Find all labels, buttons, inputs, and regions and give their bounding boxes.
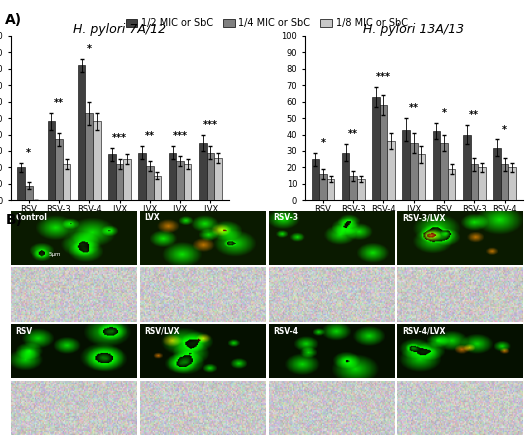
Bar (184, 164, 192, 200)
Text: ***: *** (173, 131, 187, 141)
Text: ***: *** (112, 133, 127, 143)
Bar (146, 166, 154, 200)
Bar (78, 65, 86, 200)
Text: *: * (502, 124, 507, 135)
Text: ***: *** (203, 119, 218, 130)
Bar (470, 164, 478, 200)
Text: RSV-3/LVX: RSV-3/LVX (402, 214, 446, 222)
Bar (327, 179, 334, 200)
Text: **: ** (54, 98, 64, 108)
Bar (387, 141, 395, 200)
Bar (463, 135, 470, 200)
Bar (440, 143, 448, 200)
Bar (86, 113, 93, 200)
Bar (312, 159, 319, 200)
Bar (501, 164, 508, 200)
Text: RSV-3: RSV-3 (274, 214, 298, 222)
Title: H. pylori 7A/12: H. pylori 7A/12 (73, 23, 166, 36)
Bar (357, 179, 364, 200)
Bar (154, 176, 161, 200)
Text: RSV-4/LVX: RSV-4/LVX (402, 327, 446, 336)
Text: RSV/LVX: RSV/LVX (145, 327, 180, 336)
Text: RSV-4: RSV-4 (274, 327, 298, 336)
Bar (372, 97, 380, 200)
Text: A): A) (5, 13, 22, 28)
Bar (380, 105, 387, 200)
Bar (138, 153, 146, 200)
Bar (418, 154, 425, 200)
Text: ***: *** (376, 72, 391, 82)
Bar (199, 143, 206, 200)
Bar (214, 158, 222, 200)
Bar (478, 167, 486, 200)
Bar (48, 121, 55, 200)
Bar (93, 121, 101, 200)
Bar (124, 159, 131, 200)
Bar (350, 176, 357, 200)
Text: *: * (26, 147, 31, 158)
Text: *: * (441, 108, 447, 118)
Bar (410, 143, 418, 200)
Text: *: * (320, 138, 325, 148)
Bar (176, 161, 184, 200)
Text: **: ** (145, 131, 155, 141)
Text: Control: Control (15, 214, 48, 222)
Bar (108, 154, 116, 200)
Text: **: ** (469, 110, 479, 120)
Bar (116, 164, 124, 200)
Bar (17, 167, 25, 200)
Text: 5μm: 5μm (48, 252, 61, 257)
Bar (25, 186, 33, 200)
Legend: 1/2 MIC or SbC, 1/4 MIC or SbC, 1/8 MIC or SbC: 1/2 MIC or SbC, 1/4 MIC or SbC, 1/8 MIC … (126, 18, 408, 28)
Text: **: ** (409, 103, 419, 113)
Bar (448, 169, 455, 200)
Bar (63, 164, 70, 200)
Text: LVX: LVX (145, 214, 160, 222)
Text: **: ** (348, 130, 358, 139)
Bar (55, 139, 63, 200)
Bar (342, 153, 350, 200)
Bar (169, 153, 176, 200)
Bar (432, 131, 440, 200)
Text: *: * (87, 44, 92, 54)
Text: B): B) (5, 213, 22, 227)
Bar (508, 167, 516, 200)
Bar (402, 130, 410, 200)
Text: RSV: RSV (15, 327, 33, 336)
Bar (206, 153, 214, 200)
Bar (319, 174, 327, 200)
Title: H. pylori 13A/13: H. pylori 13A/13 (363, 23, 464, 36)
Bar (493, 148, 501, 200)
